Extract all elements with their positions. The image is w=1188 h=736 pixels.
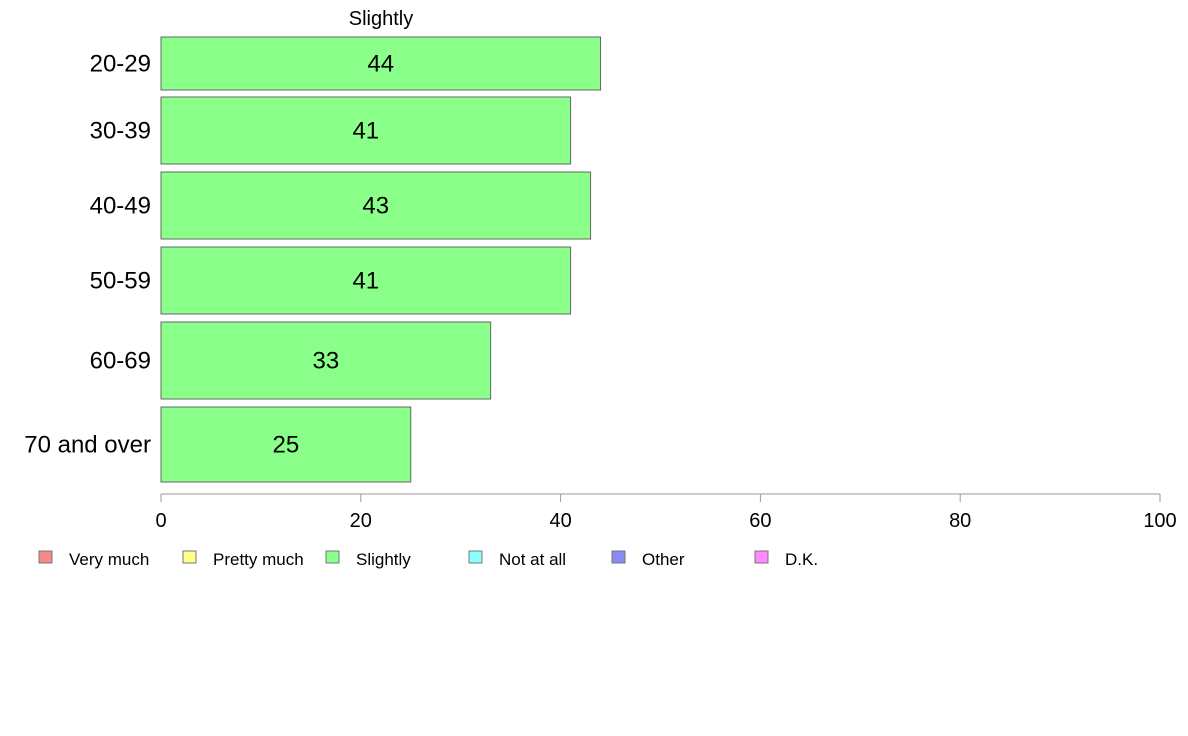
category-label: 20-29 bbox=[90, 51, 151, 78]
bar-value-label: 41 bbox=[352, 268, 379, 295]
legend-swatch bbox=[182, 550, 197, 564]
bar-value-label: 33 bbox=[312, 348, 339, 375]
bar-value-label: 25 bbox=[273, 432, 300, 459]
x-tick-label: 0 bbox=[155, 510, 166, 532]
x-tick-label: 20 bbox=[350, 510, 372, 532]
legend-swatch bbox=[325, 550, 340, 564]
bar bbox=[160, 406, 412, 483]
legend-label: Pretty much bbox=[213, 550, 304, 569]
category-label: 40-49 bbox=[90, 193, 151, 220]
category-label: 70 and over bbox=[24, 432, 151, 459]
legend-swatch bbox=[754, 550, 769, 564]
bar bbox=[160, 36, 602, 91]
legend-label: Slightly bbox=[356, 550, 411, 569]
category-label: 30-39 bbox=[90, 118, 151, 145]
bar-value-label: 41 bbox=[352, 118, 379, 145]
bar-value-label: 43 bbox=[362, 193, 389, 220]
x-tick-label: 100 bbox=[1143, 510, 1176, 532]
category-label: 50-59 bbox=[90, 268, 151, 295]
legend-swatch bbox=[468, 550, 483, 564]
x-axis: 0 20 40 60 80 100 bbox=[155, 493, 1177, 532]
x-tick-label: 80 bbox=[949, 510, 971, 532]
x-tick-label: 40 bbox=[549, 510, 571, 532]
bar bbox=[160, 246, 572, 315]
bar-value-label: 44 bbox=[367, 51, 394, 78]
legend-swatch bbox=[611, 550, 626, 564]
legend-swatch bbox=[38, 550, 53, 564]
legend-label: Not at all bbox=[499, 550, 566, 569]
category-label: 60-69 bbox=[90, 348, 151, 375]
x-tick-label: 60 bbox=[749, 510, 771, 532]
legend-label: D.K. bbox=[785, 550, 818, 569]
legend-label: Other bbox=[642, 550, 685, 569]
bar bbox=[160, 321, 492, 400]
bar bbox=[160, 96, 572, 165]
legend: Very much Pretty much Slightly Not at all Ot… bbox=[38, 550, 818, 569]
bar bbox=[160, 171, 592, 240]
legend-label: Very much bbox=[69, 550, 149, 569]
bars-group: 44 20-29 41 30-39 43 40-49 41 50-59 33 60-69 25 70 … bbox=[24, 36, 602, 483]
chart-title: Slightly bbox=[349, 8, 413, 30]
